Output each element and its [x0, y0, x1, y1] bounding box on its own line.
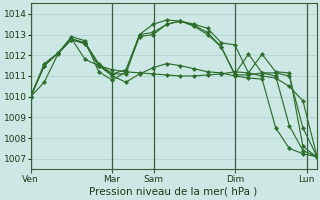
X-axis label: Pression niveau de la mer( hPa ): Pression niveau de la mer( hPa )	[90, 187, 258, 197]
